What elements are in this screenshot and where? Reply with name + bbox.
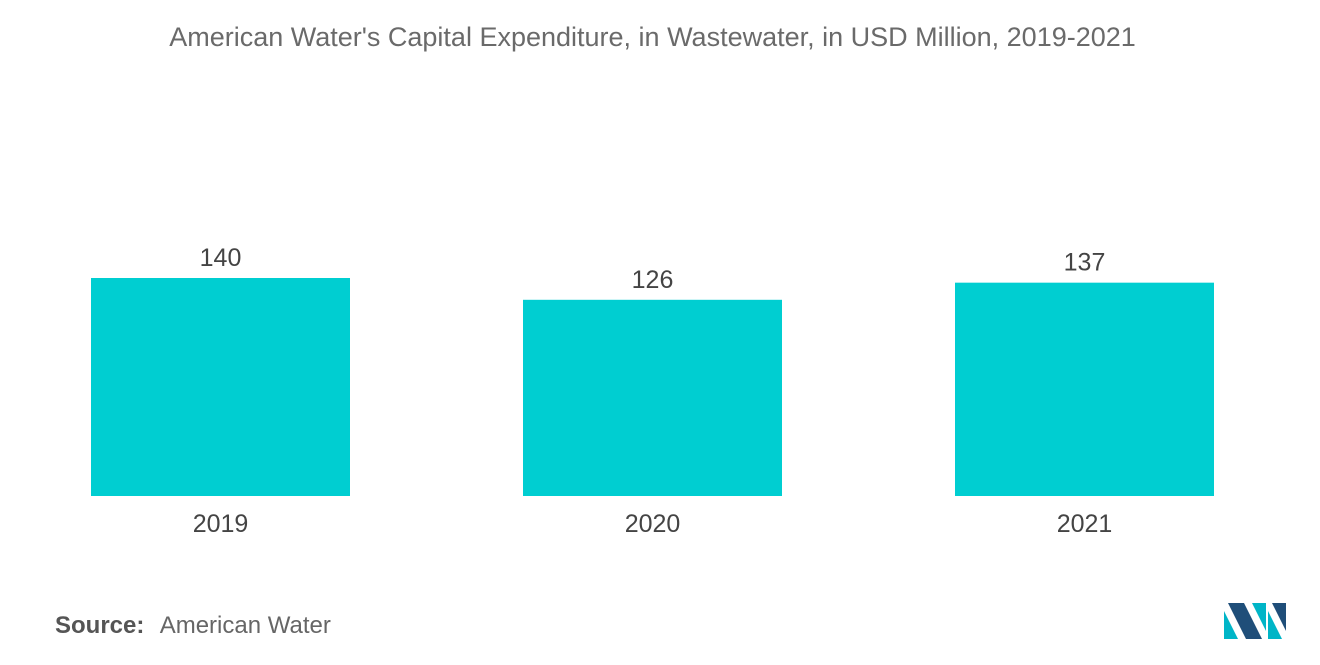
- x-tick-label-2019: 2019: [193, 510, 249, 538]
- x-tick-label-2020: 2020: [625, 510, 681, 538]
- bar-2019: [91, 278, 350, 496]
- source-note: Source: American Water: [55, 612, 331, 640]
- x-tick-label-2021: 2021: [1057, 510, 1113, 538]
- source-value: American Water: [159, 612, 331, 639]
- data-label-2020: 126: [632, 266, 674, 294]
- bar-2020: [523, 299, 782, 496]
- data-label-2019: 140: [200, 244, 242, 272]
- bar-2021: [955, 282, 1214, 496]
- data-label-2021: 137: [1064, 249, 1106, 277]
- mordor-intelligence-logo-icon: [1224, 603, 1286, 639]
- chart-title: American Water's Capital Expenditure, in…: [169, 22, 1136, 52]
- source-label: Source:: [55, 612, 145, 639]
